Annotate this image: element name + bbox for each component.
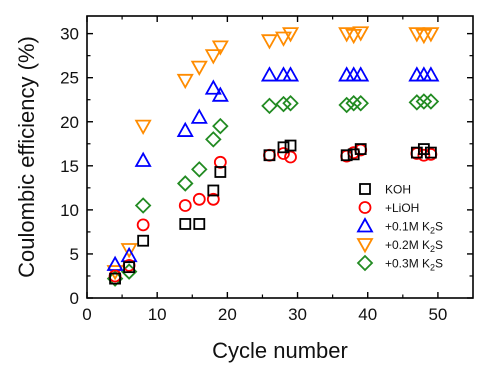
legend-label: +0.2M K2S xyxy=(385,238,443,254)
x-tick-label: 0 xyxy=(82,305,91,324)
data-point xyxy=(192,192,206,206)
data-point xyxy=(415,93,433,110)
data-points xyxy=(106,26,440,287)
legend-label: +0.3M K2S xyxy=(385,257,443,273)
y-tick-label: 30 xyxy=(60,25,79,44)
data-point xyxy=(136,218,150,232)
axes: 0 10 20 30 40 50 0 5 10 15 20 25 30 xyxy=(60,15,474,324)
plot-frame xyxy=(86,15,474,299)
x-tick-label: 30 xyxy=(288,305,307,324)
y-tick-label: 5 xyxy=(70,245,79,264)
x-tick-label: 50 xyxy=(428,305,447,324)
data-point xyxy=(205,131,222,148)
data-point xyxy=(275,95,292,113)
data-point xyxy=(282,94,299,112)
y-tick-label: 0 xyxy=(70,289,79,308)
data-point xyxy=(176,175,194,192)
data-point xyxy=(345,66,363,82)
data-point xyxy=(410,146,423,159)
data-point xyxy=(190,108,208,124)
data-point xyxy=(134,197,152,214)
y-tick-label: 25 xyxy=(60,69,79,88)
legend-marker xyxy=(356,254,374,272)
data-point xyxy=(134,151,152,167)
series-koh xyxy=(109,139,437,285)
data-point xyxy=(193,218,206,230)
data-point xyxy=(120,243,138,259)
data-point xyxy=(109,272,121,285)
data-point xyxy=(120,246,138,263)
data-point xyxy=(277,147,290,160)
data-point xyxy=(424,146,437,159)
data-point xyxy=(123,261,136,274)
x-tick-label: 20 xyxy=(218,305,237,324)
data-point xyxy=(261,97,278,115)
data-point xyxy=(422,93,440,110)
x-tick-label: 40 xyxy=(358,305,377,324)
y-tick-label: 10 xyxy=(60,201,79,220)
data-point xyxy=(179,218,192,230)
legend-label: KOH xyxy=(385,183,411,197)
y-tick-label: 20 xyxy=(60,113,79,132)
data-point xyxy=(352,94,369,112)
data-point xyxy=(284,150,297,164)
data-point xyxy=(408,94,426,111)
legend-marker xyxy=(359,183,371,195)
data-point xyxy=(214,166,227,178)
data-point xyxy=(211,40,229,56)
data-point xyxy=(176,73,194,90)
y-axis-label: Coulombic efficiency (%) xyxy=(14,36,39,278)
data-point xyxy=(422,27,440,43)
x-tick-label: 10 xyxy=(148,305,167,324)
data-point xyxy=(263,148,276,162)
data-point xyxy=(190,60,208,76)
data-point xyxy=(137,234,150,247)
data-point xyxy=(345,94,362,112)
data-point xyxy=(260,66,279,82)
data-point xyxy=(415,66,433,82)
data-point xyxy=(352,66,370,82)
legend-marker xyxy=(356,238,374,254)
data-point xyxy=(281,27,300,43)
data-point xyxy=(178,199,192,212)
data-point xyxy=(211,86,229,102)
legend-marker xyxy=(358,201,372,214)
data-point xyxy=(417,143,430,155)
x-axis-label: Cycle number xyxy=(212,338,348,363)
data-point xyxy=(274,66,293,82)
legend-marker xyxy=(356,217,374,233)
legend: KOH +LiOH +0.1M K2S +0.2M K2S +0.3M K2S xyxy=(356,183,443,273)
series-0-3m-k2s xyxy=(106,93,440,287)
data-point xyxy=(191,161,208,178)
data-point xyxy=(176,121,194,137)
data-point xyxy=(260,34,279,50)
data-point xyxy=(134,119,152,135)
data-point xyxy=(284,139,297,152)
y-tick-label: 15 xyxy=(60,157,79,176)
data-point xyxy=(352,26,370,42)
data-point xyxy=(206,192,220,206)
data-point xyxy=(354,143,367,155)
data-point xyxy=(207,184,220,197)
data-point xyxy=(204,79,222,95)
data-point xyxy=(422,66,440,82)
data-point xyxy=(408,66,426,82)
data-point xyxy=(274,31,293,47)
series-0-1m-k2s xyxy=(106,66,440,271)
data-point xyxy=(263,149,276,162)
data-point xyxy=(340,149,353,162)
data-point xyxy=(204,49,222,65)
data-point xyxy=(345,28,363,45)
data-point xyxy=(338,96,355,114)
data-point xyxy=(281,66,300,82)
legend-label: +LiOH xyxy=(385,201,419,215)
data-point xyxy=(338,66,356,82)
data-point xyxy=(212,117,229,135)
data-point xyxy=(417,148,431,162)
legend-label: +0.1M K2S xyxy=(385,220,443,236)
data-point xyxy=(277,141,290,154)
